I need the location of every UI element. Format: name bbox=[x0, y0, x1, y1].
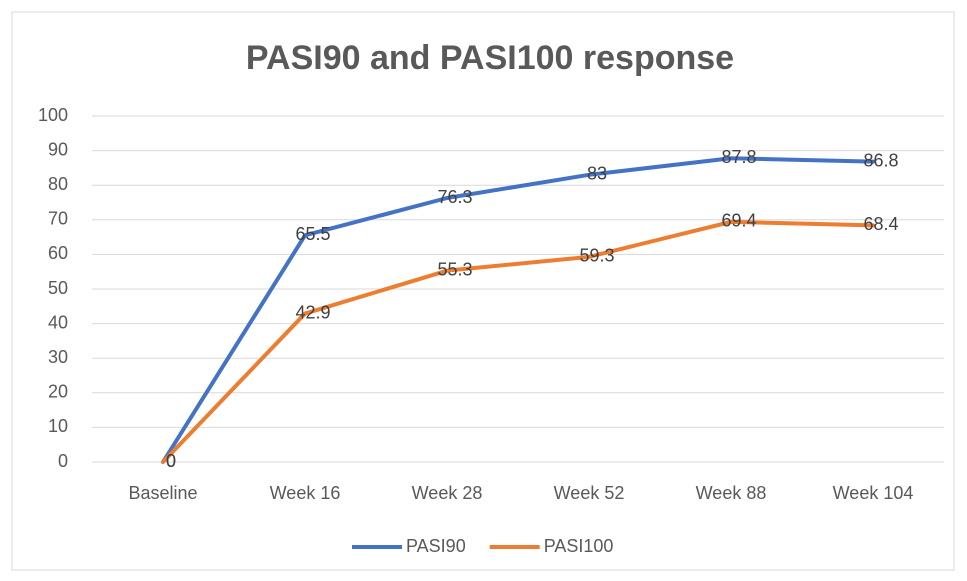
x-tick-label: Week 52 bbox=[554, 483, 625, 503]
data-label: 68.4 bbox=[863, 214, 898, 234]
data-label: 76.3 bbox=[437, 187, 472, 207]
y-tick-label: 100 bbox=[38, 105, 68, 125]
y-tick-label: 50 bbox=[48, 278, 68, 298]
data-label: 83 bbox=[587, 164, 607, 184]
y-tick-label: 20 bbox=[48, 382, 68, 402]
y-tick-label: 90 bbox=[48, 139, 68, 159]
x-tick-label: Week 16 bbox=[270, 483, 341, 503]
data-label: 55.3 bbox=[437, 259, 472, 279]
data-label: 87.8 bbox=[721, 147, 756, 167]
data-label: 0 bbox=[166, 451, 176, 471]
legend-label: PASI100 bbox=[544, 536, 614, 556]
y-tick-label: 80 bbox=[48, 174, 68, 194]
legend-label: PASI90 bbox=[406, 536, 466, 556]
data-label: 0 bbox=[166, 451, 176, 471]
y-tick-label: 70 bbox=[48, 209, 68, 229]
y-tick-label: 0 bbox=[58, 451, 68, 471]
chart-title: PASI90 and PASI100 response bbox=[246, 39, 734, 77]
series-line bbox=[161, 156, 875, 464]
x-tick-label: Baseline bbox=[128, 483, 197, 503]
x-tick-label: Week 104 bbox=[833, 483, 914, 503]
y-tick-label: 30 bbox=[48, 347, 68, 367]
data-label: 69.4 bbox=[721, 211, 756, 231]
series-line bbox=[161, 219, 875, 464]
data-label: 65.5 bbox=[295, 224, 330, 244]
data-label: 86.8 bbox=[863, 150, 898, 170]
data-label: 59.3 bbox=[579, 246, 614, 266]
y-tick-label: 40 bbox=[48, 312, 68, 332]
y-tick-label: 60 bbox=[48, 243, 68, 263]
data-label: 42.9 bbox=[295, 302, 330, 322]
y-tick-label: 10 bbox=[48, 416, 68, 436]
chart-border bbox=[11, 11, 955, 571]
x-tick-label: Week 88 bbox=[696, 483, 767, 503]
x-tick-label: Week 28 bbox=[412, 483, 483, 503]
